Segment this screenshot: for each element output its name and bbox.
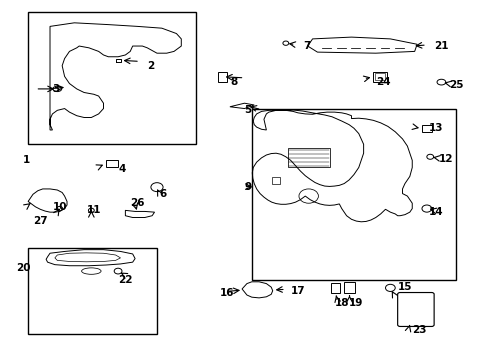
Text: 9: 9 (244, 182, 251, 192)
Text: 10: 10 (52, 202, 67, 212)
Text: 24: 24 (375, 77, 389, 87)
Text: 27: 27 (33, 216, 47, 226)
Text: 22: 22 (118, 275, 132, 285)
Text: 1: 1 (23, 156, 30, 165)
Text: 16: 16 (220, 288, 234, 297)
Text: 6: 6 (159, 189, 166, 199)
Text: 23: 23 (411, 325, 426, 335)
Text: 4: 4 (118, 164, 125, 174)
Text: 11: 11 (86, 205, 101, 215)
Text: 13: 13 (428, 123, 443, 133)
Text: 12: 12 (438, 154, 452, 163)
Text: 19: 19 (348, 298, 363, 308)
Text: 3: 3 (52, 84, 60, 94)
Text: 17: 17 (290, 286, 305, 296)
Text: 2: 2 (147, 61, 154, 71)
Text: 18: 18 (334, 298, 348, 308)
Text: 21: 21 (433, 41, 447, 51)
Text: 14: 14 (428, 207, 443, 217)
Text: 25: 25 (448, 80, 462, 90)
Text: 26: 26 (130, 198, 144, 208)
Text: 8: 8 (229, 77, 237, 87)
Text: 20: 20 (16, 262, 30, 273)
Text: 15: 15 (397, 282, 411, 292)
Text: 7: 7 (302, 41, 309, 51)
Text: 5: 5 (244, 105, 251, 115)
